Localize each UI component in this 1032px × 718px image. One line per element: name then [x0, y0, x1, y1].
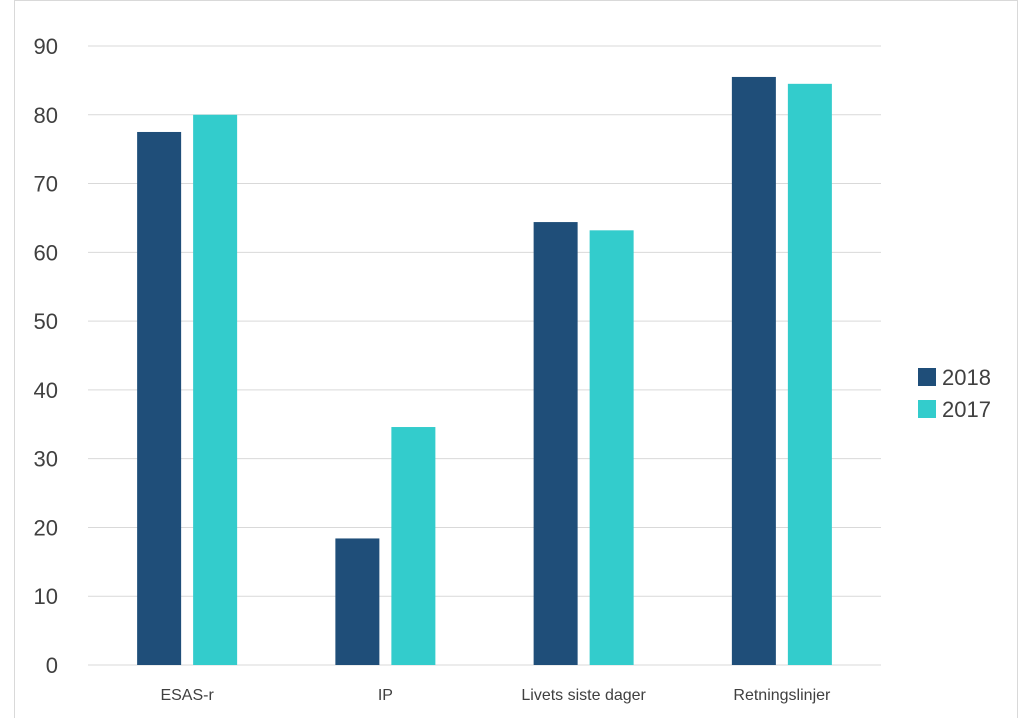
bar-2018-ip [335, 538, 380, 665]
bar-2018-esas-r [137, 131, 182, 665]
x-tick-label: Livets siste dager [521, 687, 646, 704]
y-tick-label: 70 [34, 172, 58, 197]
legend: 2018 2017 [918, 365, 991, 422]
y-tick-label: 0 [46, 653, 58, 678]
y-tick-label: 10 [34, 584, 58, 609]
legend-label-2018: 2018 [942, 365, 991, 390]
legend-swatch-2017 [918, 400, 936, 418]
x-tick-label: IP [378, 687, 393, 704]
y-tick-label: 80 [34, 103, 58, 128]
bars [137, 76, 832, 666]
bar-2017-ip [391, 427, 436, 665]
chart-frame [14, 0, 1018, 718]
y-tick-label: 40 [34, 378, 58, 403]
x-tick-label: ESAS-r [160, 687, 214, 704]
bar-2017-livets-siste-dager [589, 230, 634, 665]
y-tick-label: 50 [34, 309, 58, 334]
legend-swatch-2018 [918, 368, 936, 386]
y-axis-ticks: 0 10 20 30 40 50 60 70 80 90 [34, 34, 58, 678]
bar-2017-retningslinjer [787, 83, 832, 666]
bar-2018-livets-siste-dager [533, 222, 578, 665]
x-tick-label: Retningslinjer [733, 687, 831, 704]
bar-2017-esas-r [193, 114, 238, 666]
y-tick-label: 90 [34, 34, 58, 59]
bar-2018-retningslinjer [731, 76, 776, 665]
y-tick-label: 20 [34, 515, 58, 540]
y-tick-label: 60 [34, 240, 58, 265]
y-tick-label: 30 [34, 447, 58, 472]
legend-label-2017: 2017 [942, 397, 991, 422]
x-axis-ticks: ESAS-r IP Livets siste dager Retningslinjer [160, 687, 831, 704]
